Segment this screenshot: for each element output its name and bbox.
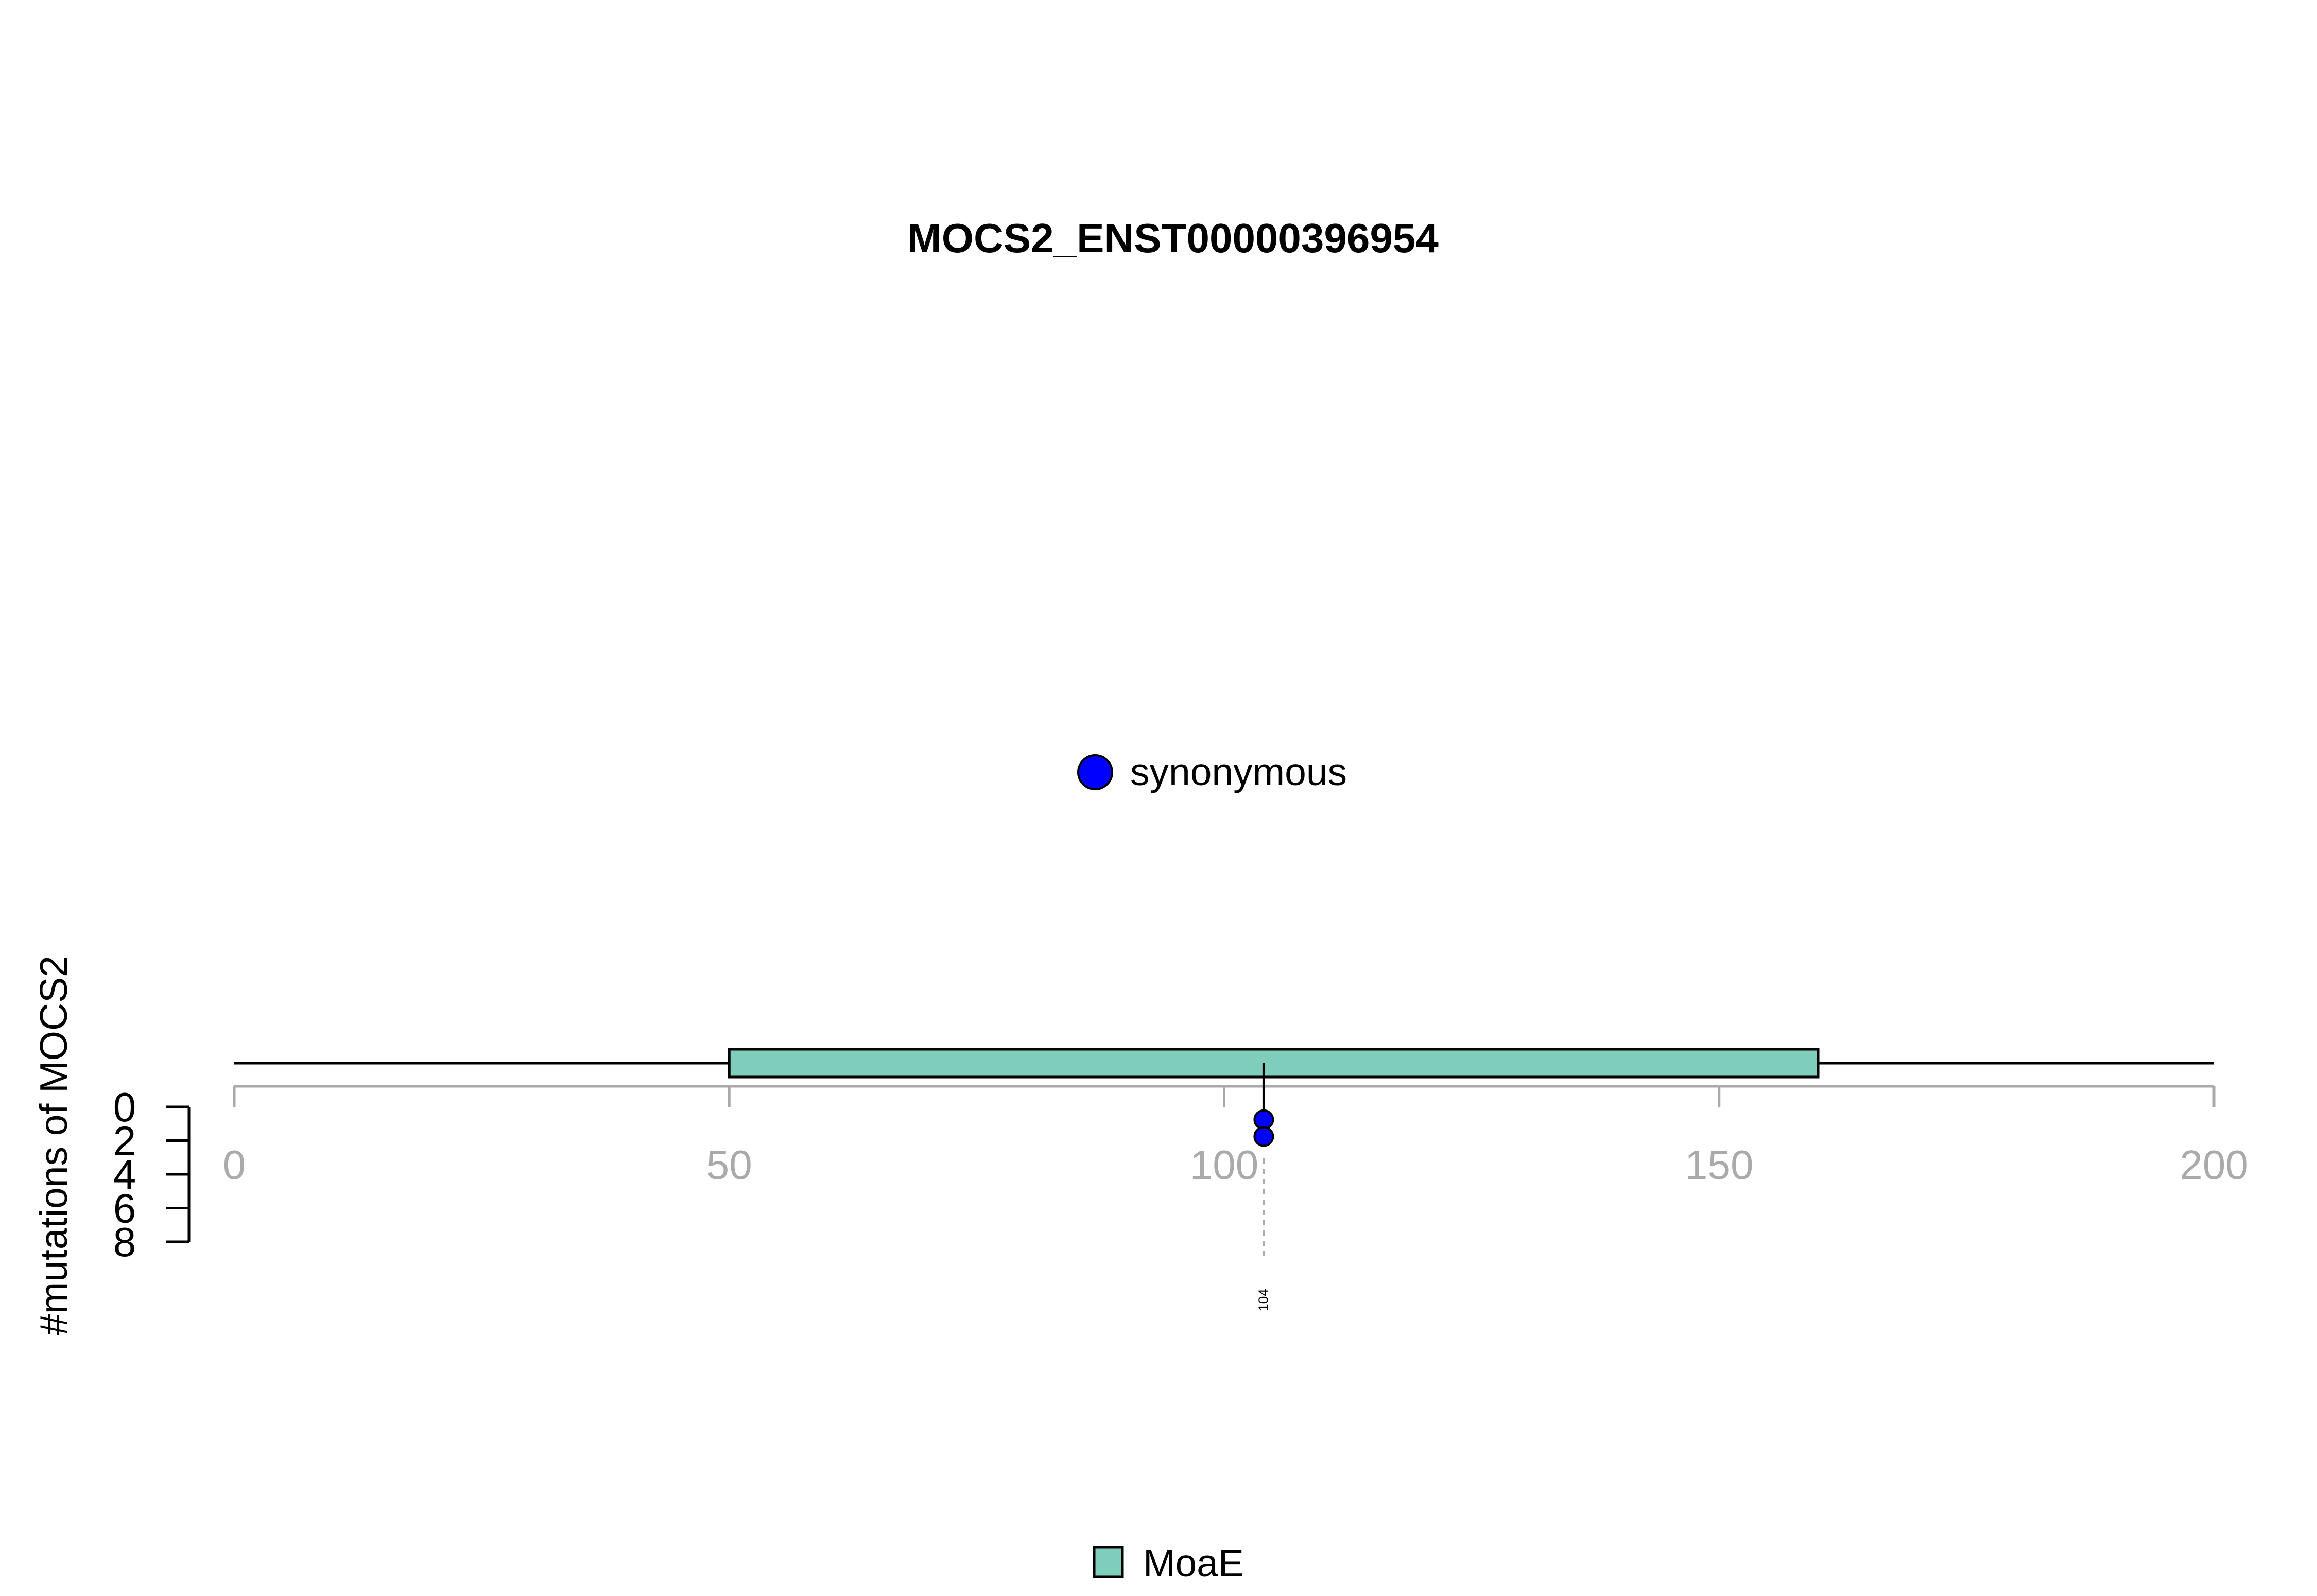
x-tick-label-2: 100 (1190, 1142, 1258, 1188)
y-tick-label-3: 6 (113, 1186, 136, 1231)
legend-synonymous-marker (1077, 754, 1113, 790)
position-label-0: 104 (1255, 1289, 1271, 1311)
legend-moae-swatch (1093, 1546, 1124, 1578)
mutation-legend: synonymous (1077, 750, 1347, 793)
legend-moae-label: MoaE (1143, 1541, 1244, 1585)
x-tick-label-3: 150 (1685, 1142, 1753, 1188)
x-tick-label-1: 50 (706, 1142, 752, 1188)
chart-title: MOCS2_ENST00000396954 (907, 215, 1439, 261)
y-tick-label-4: 8 (113, 1219, 136, 1265)
legend-synonymous-label: synonymous (1130, 750, 1347, 793)
y-tick-label-2: 4 (113, 1152, 136, 1198)
y-axis-label: #mutations of MOCS2 (32, 956, 75, 1335)
mutation-lollipops: 104 (1253, 1063, 1274, 1311)
x-tick-label-4: 200 (2180, 1142, 2248, 1188)
domain-legend: MoaE (1093, 1541, 1244, 1585)
x-axis: 0 50 100 150 200 (223, 1085, 2249, 1188)
y-tick-label-1: 2 (113, 1118, 136, 1164)
mutation-point-0-1 (1253, 1126, 1274, 1147)
domain-moae (728, 1048, 1820, 1079)
y-tick-label-0: 0 (113, 1084, 136, 1130)
protein-backbone (234, 1048, 2214, 1079)
x-tick-label-0: 0 (223, 1142, 246, 1188)
mutation-point-0-0 (1253, 1109, 1274, 1130)
